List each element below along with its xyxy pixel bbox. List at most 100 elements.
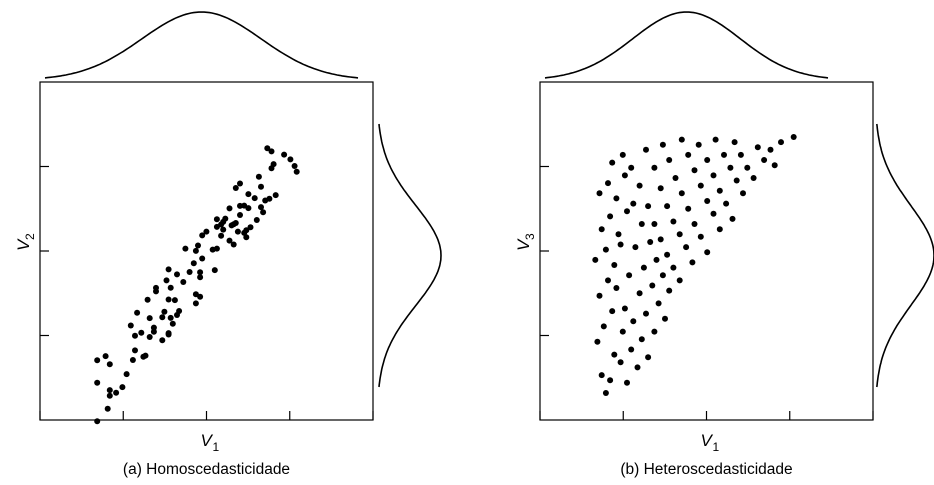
- data-point-a-92: [169, 320, 176, 327]
- data-point-a-85: [144, 296, 151, 303]
- data-point-a-43: [146, 334, 153, 340]
- data-point-b-80: [695, 141, 702, 148]
- data-point-a-19: [94, 357, 101, 364]
- data-point-b-65: [659, 141, 666, 148]
- data-point-a-67: [243, 227, 250, 234]
- data-point-a-29: [213, 216, 220, 223]
- data-point-a-82: [165, 266, 172, 273]
- data-point-b-94: [750, 175, 757, 181]
- top-marginal-curve-a: [44, 11, 359, 79]
- plot-frame-a: [39, 81, 374, 421]
- data-point-a-77: [291, 163, 298, 169]
- data-point-a-27: [220, 218, 227, 225]
- data-point-b-87: [721, 151, 727, 158]
- data-point-a-37: [180, 279, 187, 285]
- data-point-b-81: [704, 157, 711, 163]
- data-point-a-93: [247, 224, 254, 231]
- data-point-a-28: [237, 212, 243, 218]
- data-point-b-22: [611, 262, 618, 268]
- data-point-a-12: [213, 223, 220, 230]
- data-point-a-81: [237, 180, 243, 187]
- data-point-b-15: [613, 285, 620, 291]
- data-point-b-98: [771, 162, 778, 169]
- x-axis-label-a: V: [201, 431, 214, 450]
- data-point-a-30: [293, 168, 300, 175]
- right-marginal-curve-b: [876, 123, 934, 388]
- data-point-a-32: [171, 297, 178, 304]
- data-point-b-42: [638, 221, 645, 227]
- caption-b: (b) Heteroscedasticidade: [620, 461, 792, 478]
- data-point-b-12: [634, 364, 641, 371]
- data-point-a-63: [197, 293, 204, 300]
- data-point-a-99: [199, 255, 206, 262]
- data-point-b-54: [664, 251, 671, 258]
- data-point-b-26: [643, 310, 649, 317]
- data-point-a-18: [132, 332, 138, 339]
- data-point-b-78: [710, 210, 717, 217]
- data-point-b-82: [710, 172, 717, 179]
- data-point-b-88: [727, 164, 734, 171]
- data-point-a-45: [234, 228, 241, 235]
- data-point-a-17: [195, 242, 201, 249]
- data-point-a-61: [150, 328, 157, 335]
- data-point-b-89: [733, 177, 740, 184]
- data-point-a-22: [258, 204, 264, 211]
- data-point-b-51: [645, 203, 652, 210]
- data-point-a-80: [134, 309, 141, 316]
- data-point-a-59: [218, 232, 225, 239]
- data-point-b-6: [624, 379, 630, 386]
- data-point-b-41: [630, 200, 637, 207]
- data-point-a-69: [127, 322, 134, 329]
- panel-b-heteroscedasticity: V 1V3(b) Heteroscedasticidade: [514, 11, 934, 478]
- data-point-a-97: [174, 271, 180, 278]
- data-point-a-49: [113, 389, 120, 396]
- data-point-a-62: [142, 352, 149, 359]
- data-point-b-72: [704, 249, 711, 256]
- data-point-a-84: [230, 241, 237, 248]
- data-point-b-3: [607, 377, 614, 384]
- data-point-a-83: [268, 148, 275, 155]
- data-point-b-70: [691, 221, 698, 227]
- data-point-b-24: [626, 272, 633, 279]
- data-point-b-85: [729, 215, 736, 222]
- data-point-b-45: [659, 272, 666, 279]
- data-point-b-67: [672, 175, 679, 181]
- data-point-b-13: [596, 292, 603, 299]
- data-point-b-74: [685, 151, 692, 158]
- data-point-b-32: [632, 244, 639, 251]
- data-point-a-64: [186, 269, 193, 275]
- data-point-b-25: [636, 290, 643, 297]
- data-point-a-36: [197, 274, 204, 281]
- data-point-b-30: [615, 231, 622, 238]
- data-point-b-52: [651, 221, 658, 227]
- data-point-b-71: [697, 233, 704, 240]
- data-point-b-48: [619, 151, 626, 158]
- caption-a: (a) Homoscedasticidade: [123, 461, 290, 478]
- data-point-b-40: [621, 172, 628, 179]
- data-point-b-2: [602, 390, 609, 396]
- data-point-a-42: [264, 145, 271, 152]
- data-point-b-14: [605, 277, 611, 284]
- data-point-a-87: [270, 161, 277, 168]
- data-point-a-40: [165, 296, 172, 303]
- data-point-a-58: [251, 195, 258, 202]
- data-point-b-33: [640, 264, 647, 271]
- data-point-a-71: [146, 315, 153, 322]
- data-point-a-34: [163, 277, 170, 284]
- right-marginal-curve-a: [378, 123, 442, 388]
- data-point-b-63: [683, 244, 690, 251]
- data-point-b-49: [628, 164, 635, 171]
- data-point-a-23: [106, 387, 113, 394]
- data-point-a-86: [119, 384, 126, 391]
- data-point-a-74: [197, 269, 204, 276]
- data-point-a-33: [199, 232, 206, 239]
- data-point-b-44: [653, 256, 660, 263]
- data-point-a-100: [226, 237, 233, 244]
- data-point-a-60: [104, 405, 111, 412]
- data-point-a-88: [165, 331, 172, 338]
- data-point-b-68: [678, 190, 685, 197]
- data-point-b-95: [754, 144, 761, 151]
- data-point-a-1: [159, 337, 166, 344]
- data-point-b-9: [609, 308, 616, 315]
- data-point-b-99: [778, 139, 784, 146]
